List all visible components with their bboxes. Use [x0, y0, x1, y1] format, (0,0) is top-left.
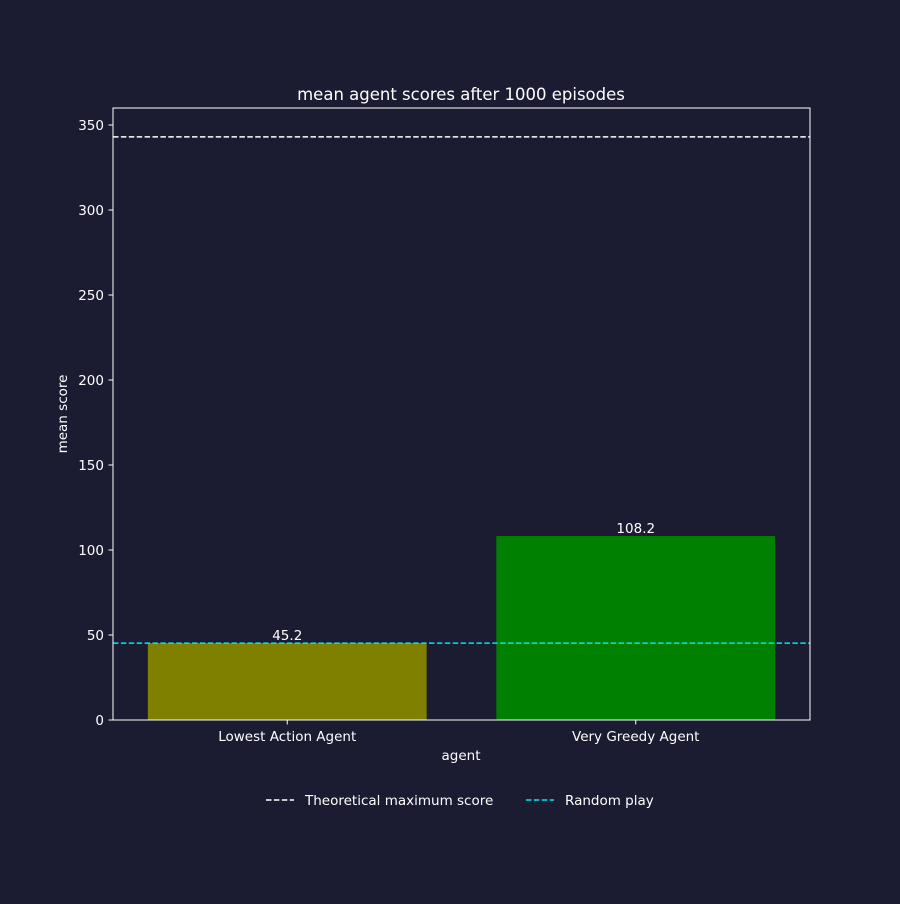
x-tick-label-1: Very Greedy Agent: [572, 729, 699, 745]
bars-layer: [147, 536, 776, 720]
y-axis-title: mean score: [55, 375, 71, 454]
legend-label-0: Theoretical maximum score: [304, 793, 493, 809]
y-axis: 0 50 100 150 200 250 300 350: [78, 118, 113, 729]
x-axis-title: agent: [442, 748, 481, 764]
data-label-1: 108.2: [616, 521, 655, 537]
plot-frame: [112, 107, 811, 721]
y-tick-label-2: 100: [78, 543, 104, 559]
y-tick-label-6: 300: [78, 203, 104, 219]
legend: Theoretical maximum score Random play: [266, 793, 654, 809]
y-tick-label-0: 0: [95, 713, 104, 729]
data-label-0: 45.2: [272, 628, 302, 644]
y-tick-label-3: 150: [78, 458, 104, 474]
bar-1: [496, 536, 776, 720]
data-labels-layer: 45.2 108.2: [272, 521, 655, 644]
x-axis: Lowest Action Agent Very Greedy Agent: [218, 720, 699, 745]
y-tick-label-4: 200: [78, 373, 104, 389]
x-tick-label-0: Lowest Action Agent: [218, 729, 356, 745]
y-tick-label-5: 250: [78, 288, 104, 304]
y-tick-label-1: 50: [87, 628, 104, 644]
bar-0: [147, 643, 427, 720]
y-tick-label-7: 350: [78, 118, 104, 134]
chart-title: mean agent scores after 1000 episodes: [297, 85, 625, 104]
reference-lines-layer: [113, 136, 810, 644]
legend-label-1: Random play: [565, 793, 654, 809]
